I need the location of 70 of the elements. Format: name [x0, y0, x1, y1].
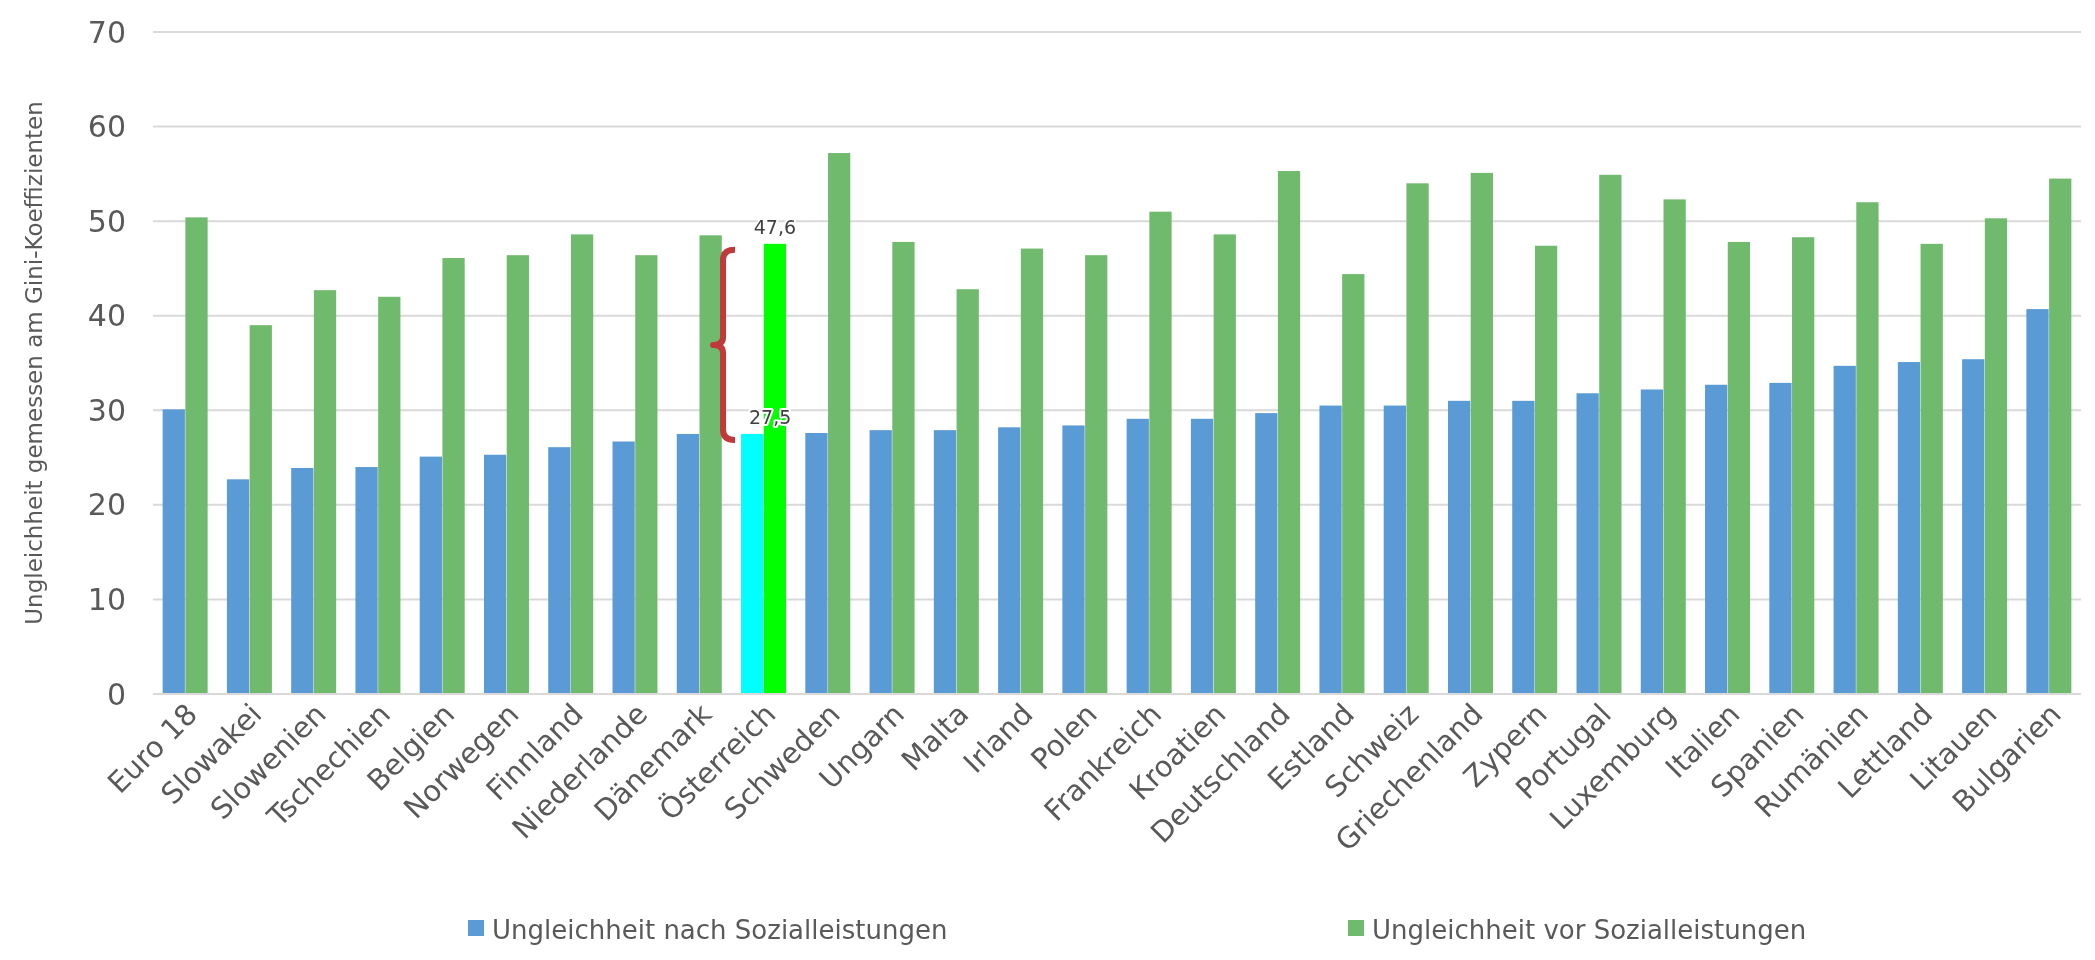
- bar: [1897, 362, 1921, 694]
- bar: [483, 454, 507, 694]
- bar: [1984, 218, 2008, 694]
- bar: [355, 467, 378, 694]
- bar: [1255, 413, 1278, 694]
- bar: [162, 409, 185, 694]
- bar: [1962, 359, 1985, 694]
- bar: [249, 325, 272, 694]
- bar: [892, 241, 915, 694]
- bar: [998, 427, 1021, 694]
- y-tick-label: 40: [87, 298, 126, 334]
- bar: [1512, 400, 1535, 694]
- y-tick-label: 0: [106, 676, 126, 712]
- bar: [869, 430, 892, 694]
- data-label: 47,6: [753, 215, 797, 238]
- bar: [1727, 241, 1751, 694]
- bar: [226, 479, 250, 694]
- legend-label: Ungleichheit vor Sozialleistungen: [1372, 915, 1807, 946]
- bar: [1319, 405, 1342, 694]
- bar: [291, 467, 314, 694]
- y-tick-label: 30: [87, 392, 126, 428]
- legend-label: Ungleichheit nach Sozialleistungen: [492, 915, 948, 946]
- bar: [1126, 418, 1149, 694]
- y-tick-label: 10: [87, 581, 126, 617]
- bar: [2049, 178, 2072, 694]
- y-tick-label: 70: [87, 14, 126, 50]
- bar: [1277, 171, 1301, 694]
- bar: [548, 447, 571, 694]
- bar: [676, 433, 700, 694]
- bar: [1085, 255, 1108, 694]
- bar: [1599, 174, 1622, 694]
- bar: [635, 255, 658, 694]
- bar: [1383, 405, 1406, 694]
- bar: [1856, 202, 1879, 694]
- bar: [1062, 425, 1085, 694]
- bar: [442, 258, 465, 694]
- bar: [1020, 248, 1044, 694]
- bar: [805, 432, 828, 694]
- bar: [570, 234, 594, 694]
- y-tick-label: 20: [87, 487, 126, 523]
- bar: [1792, 237, 1815, 694]
- y-axis-title: Ungleichheit gemessen am Gini-Koeffizienten: [21, 101, 47, 625]
- bar: [1769, 382, 1792, 694]
- bar: [1663, 199, 1686, 694]
- bar: [933, 430, 957, 694]
- bar: [1705, 384, 1728, 694]
- bar: [612, 441, 635, 694]
- bar: [1534, 245, 1558, 694]
- bar: [419, 456, 442, 694]
- bar: [313, 290, 337, 694]
- bar: [506, 255, 529, 694]
- bar: [1149, 211, 1172, 694]
- bar: [2026, 309, 2049, 694]
- bar: [1640, 389, 1664, 694]
- bar: [1447, 400, 1471, 694]
- bar: [828, 153, 851, 694]
- y-tick-label: 50: [87, 203, 126, 239]
- bar: [1576, 393, 1599, 694]
- bar: [1470, 172, 1493, 694]
- bar: [956, 289, 979, 694]
- bar: [741, 433, 764, 694]
- bar: [378, 296, 401, 694]
- bar: [1190, 418, 1214, 694]
- y-tick-label: 60: [87, 109, 126, 145]
- bar: [1920, 243, 1943, 694]
- bar: [185, 217, 208, 694]
- bar: [1833, 365, 1856, 694]
- bar: [1342, 274, 1365, 694]
- bar: [1213, 234, 1236, 694]
- bar: [1406, 183, 1429, 694]
